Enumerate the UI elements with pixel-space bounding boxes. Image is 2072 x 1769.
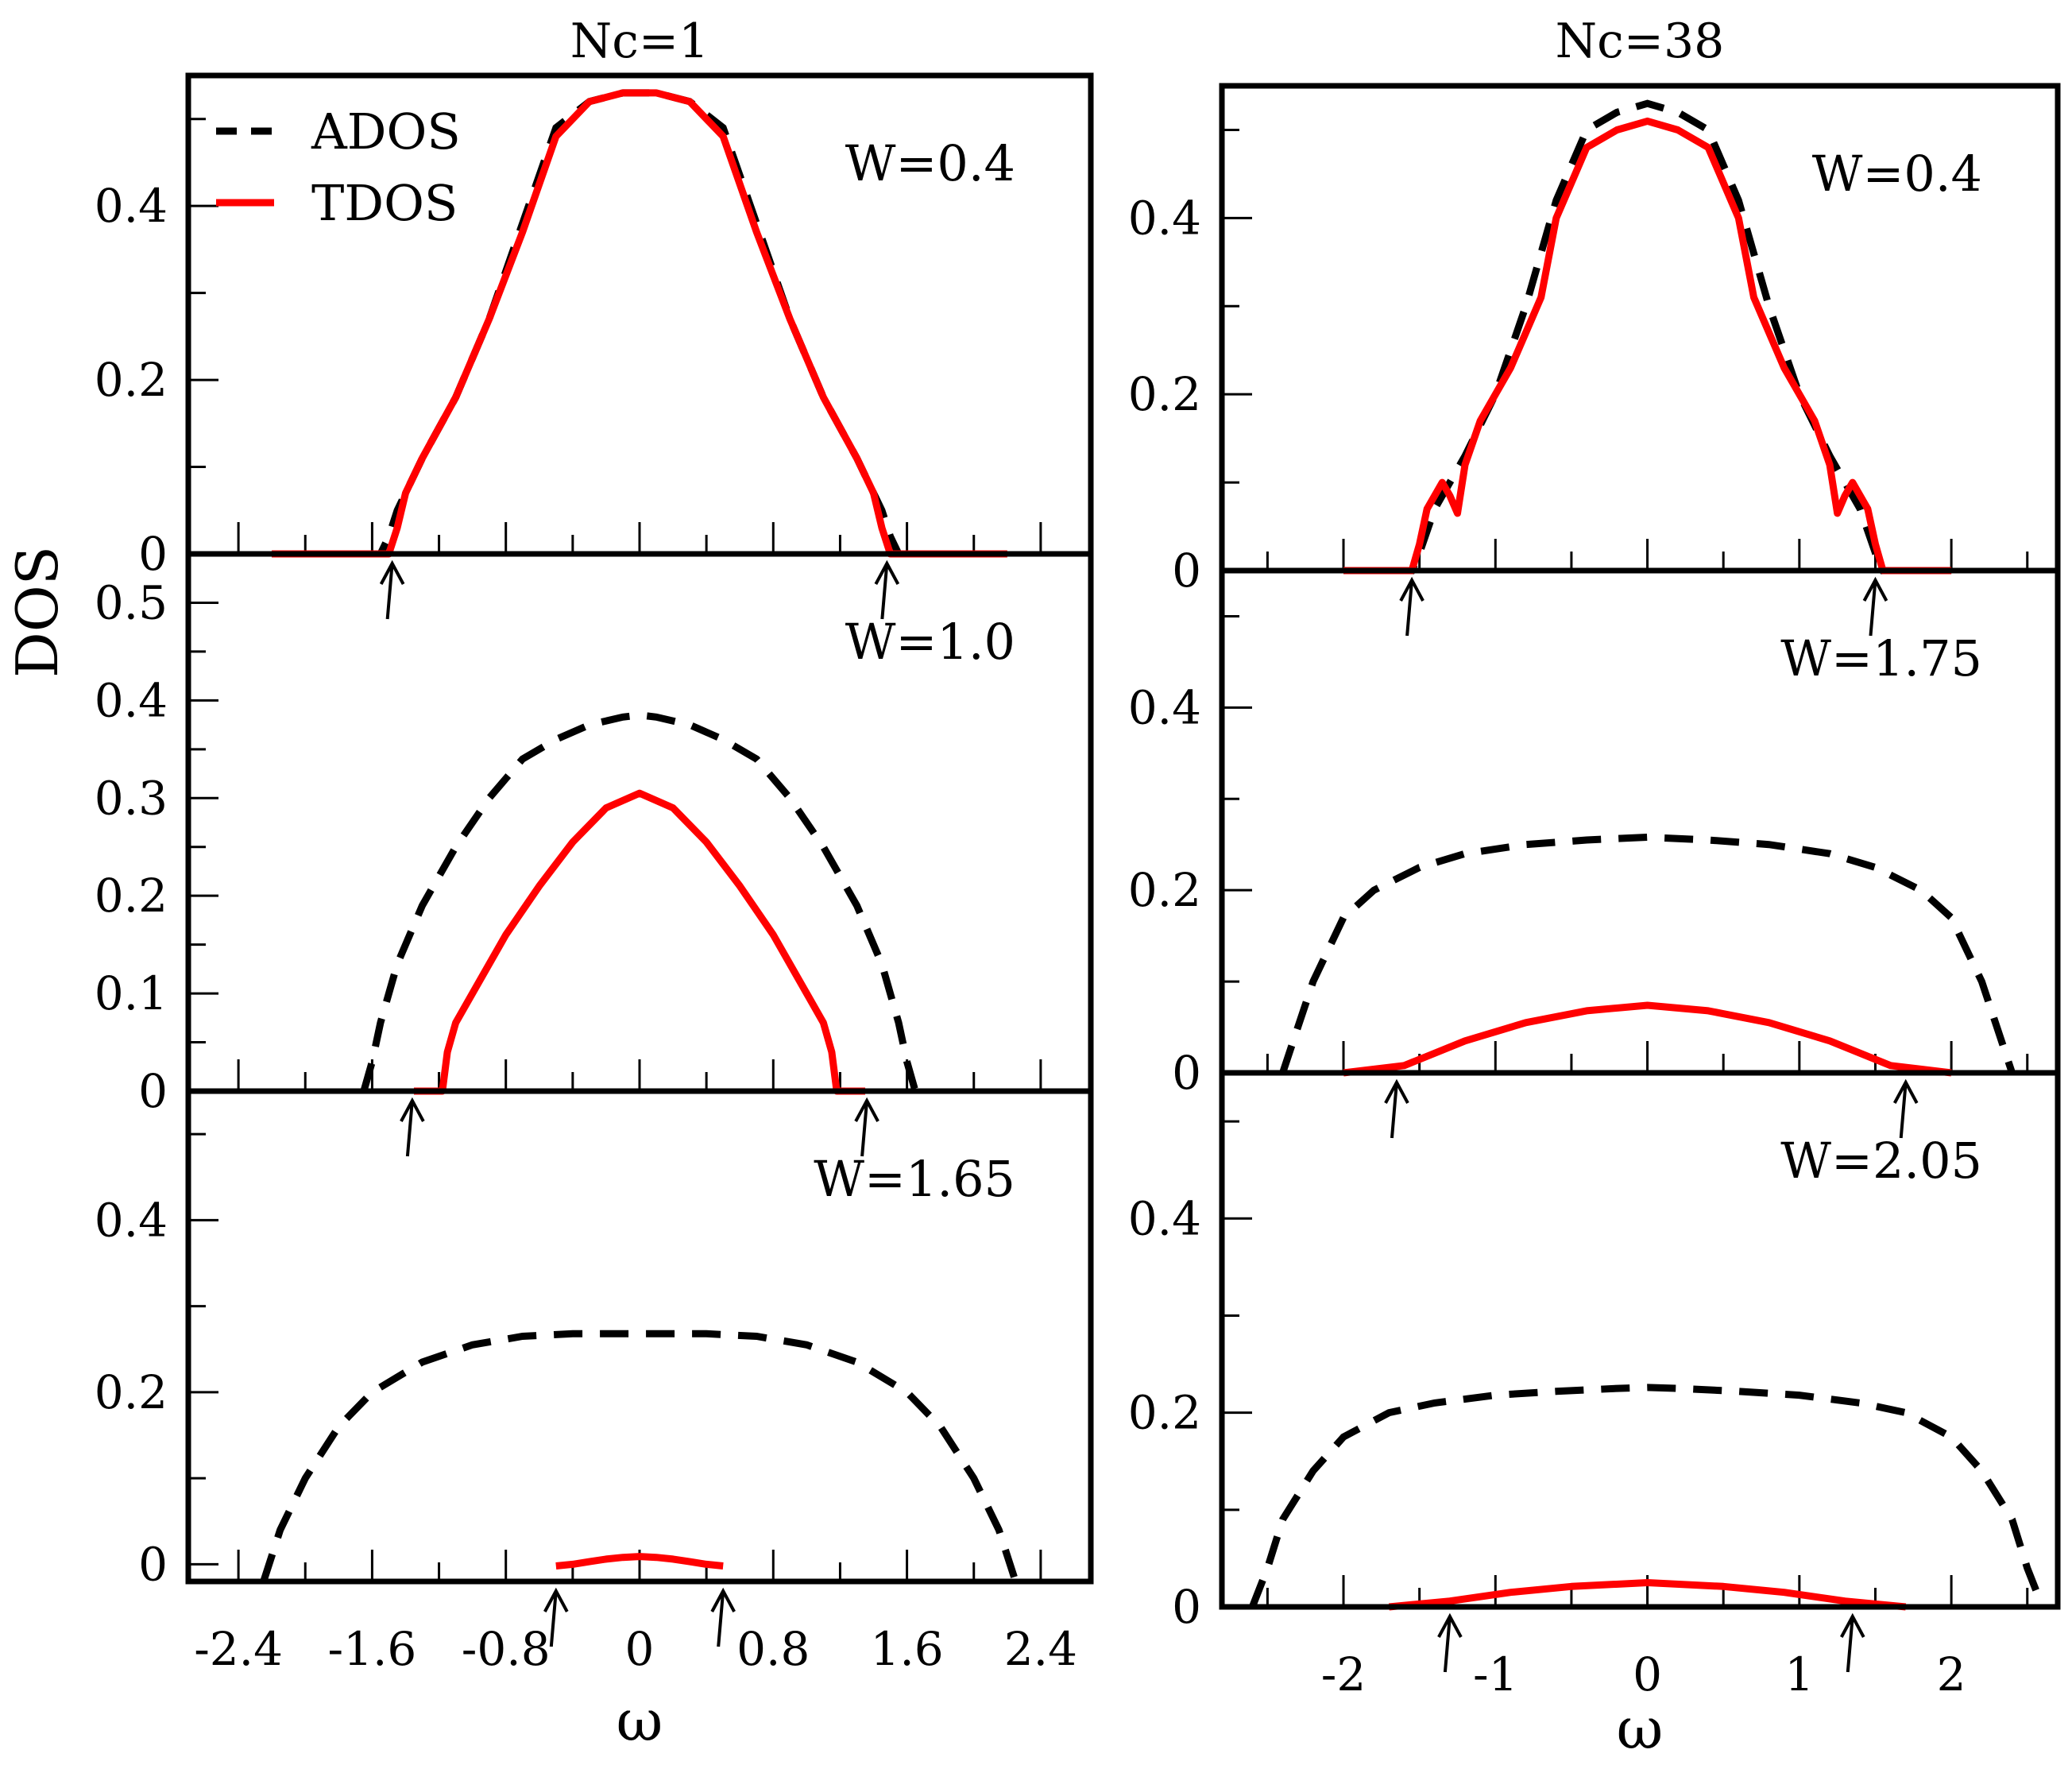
x-tick-label: 0.8 — [736, 1622, 810, 1676]
disorder-label: W=1.65 — [814, 1150, 1015, 1208]
tdos-line — [1388, 1579, 1907, 1611]
x-axis-label: ω — [617, 1687, 663, 1754]
y-tick-label: 0.2 — [1128, 1386, 1201, 1440]
x-tick-label: -2.4 — [194, 1622, 283, 1676]
column-title: Nc=38 — [1556, 14, 1725, 69]
mobility-edge-arrow-icon — [874, 559, 900, 620]
mobility-edge-arrow-icon — [1892, 1078, 1919, 1139]
y-tick-label: 0.2 — [95, 353, 168, 407]
x-tick-label: 1.6 — [870, 1622, 943, 1676]
mobility-edge-arrow-icon — [1399, 576, 1424, 637]
panel-2: 0 0.1 0.2 0.3 0.4 0.5 W=1.0 — [95, 551, 1094, 1157]
y-tick-label: 0.4 — [1128, 1191, 1201, 1245]
y-tick-label: 0 — [138, 1537, 168, 1591]
y-tick-label: 0.2 — [95, 869, 168, 923]
y-tick-label: 0 — [1172, 1046, 1201, 1100]
y-tick-label: 0.4 — [1128, 680, 1201, 734]
y-tick-label: 0.2 — [95, 1365, 168, 1419]
legend-label: ADOS — [311, 103, 461, 161]
x-tick-label: 1 — [1784, 1647, 1814, 1701]
disorder-label: W=1.0 — [845, 613, 1015, 671]
y-tick-label: 0 — [1172, 1580, 1201, 1634]
mobility-edge-arrow-icon — [1840, 1612, 1865, 1673]
y-tick-label: 0.1 — [95, 966, 168, 1020]
panel-4: 0 0.2 0.4 W=0.4 Nc=38 — [1128, 14, 2061, 637]
x-tick-label: -1.6 — [327, 1622, 416, 1676]
ados-line — [1249, 1384, 2047, 1608]
tdos-line — [1343, 117, 1952, 575]
y-tick-label: 0.2 — [1128, 863, 1201, 917]
mobility-edge-arrow-icon — [400, 1097, 425, 1157]
series-group — [1249, 1384, 2047, 1611]
mobility-edge-arrow-icon — [379, 559, 405, 620]
x-tick-label: 0 — [1633, 1647, 1662, 1701]
series-group — [1279, 833, 2016, 1077]
mobility-edge-arrow-icon — [710, 1587, 736, 1647]
y-tick-label: 0.5 — [95, 575, 168, 629]
legend-label: TDOS — [311, 174, 458, 232]
tdos-line — [414, 789, 865, 1095]
tdos-line — [1343, 1001, 1952, 1077]
disorder-label: W=1.75 — [1780, 629, 1982, 687]
y-tick-label: 0 — [138, 1064, 168, 1118]
panel-3: 0 0.2 0.4 -2.4 -1.6 -0.8 0 0.8 1.6 2.4 W=1.65 ω — [95, 1088, 1094, 1754]
disorder-label: W=2.05 — [1780, 1132, 1982, 1190]
y-tick-label: 0.4 — [95, 179, 168, 233]
panel-frame — [1219, 1070, 2061, 1610]
series-group — [1343, 99, 1952, 575]
panel-5: 0 0.2 0.4 W=1.75 — [1128, 567, 2061, 1139]
disorder-label: W=0.4 — [1812, 145, 1982, 203]
mobility-edge-arrow-icon — [1437, 1612, 1463, 1673]
ados-line — [260, 1330, 1019, 1583]
x-tick-label: 2 — [1937, 1647, 1966, 1701]
x-tick-label: 0 — [625, 1622, 655, 1676]
x-tick-label: -0.8 — [462, 1622, 551, 1676]
y-tick-label: 0.4 — [95, 673, 168, 727]
tdos-line — [272, 89, 1007, 558]
y-axis-label: DOS — [4, 546, 71, 678]
mobility-edge-arrow-icon — [543, 1587, 569, 1647]
y-tick-label: 0.2 — [1128, 367, 1201, 421]
series-group — [360, 711, 919, 1095]
x-axis-label: ω — [1617, 1695, 1664, 1762]
x-tick-label: 2.4 — [1004, 1622, 1077, 1676]
mobility-edge-arrow-icon — [854, 1097, 879, 1157]
x-tick-label: -1 — [1473, 1647, 1518, 1701]
y-tick-label: 0 — [138, 527, 168, 581]
panel-frame — [185, 1088, 1094, 1585]
y-tick-label: 0.4 — [95, 1193, 168, 1247]
ados-line — [1279, 833, 2016, 1074]
mobility-edge-arrow-icon — [1384, 1078, 1409, 1139]
panel-1: 0 0.2 0.4 W=0.4 Nc=1 — [95, 14, 1094, 620]
column-title: Nc=1 — [570, 14, 709, 69]
y-tick-label: 0.3 — [95, 771, 168, 825]
panel-6: 0 0.2 0.4 -2 -1 0 1 2 W=2.05 ω — [1128, 1070, 2061, 1762]
y-tick-label: 0 — [1172, 544, 1201, 598]
y-tick-label: 0.4 — [1128, 191, 1201, 245]
disorder-label: W=0.4 — [845, 134, 1015, 192]
series-group — [260, 1330, 1019, 1583]
x-tick-label: -2 — [1321, 1647, 1367, 1701]
mobility-edge-arrow-icon — [1862, 576, 1888, 637]
tdos-line — [555, 1553, 724, 1570]
legend: ADOS TDOS — [216, 103, 461, 232]
ados-line — [360, 711, 919, 1093]
series-group — [272, 89, 1007, 558]
